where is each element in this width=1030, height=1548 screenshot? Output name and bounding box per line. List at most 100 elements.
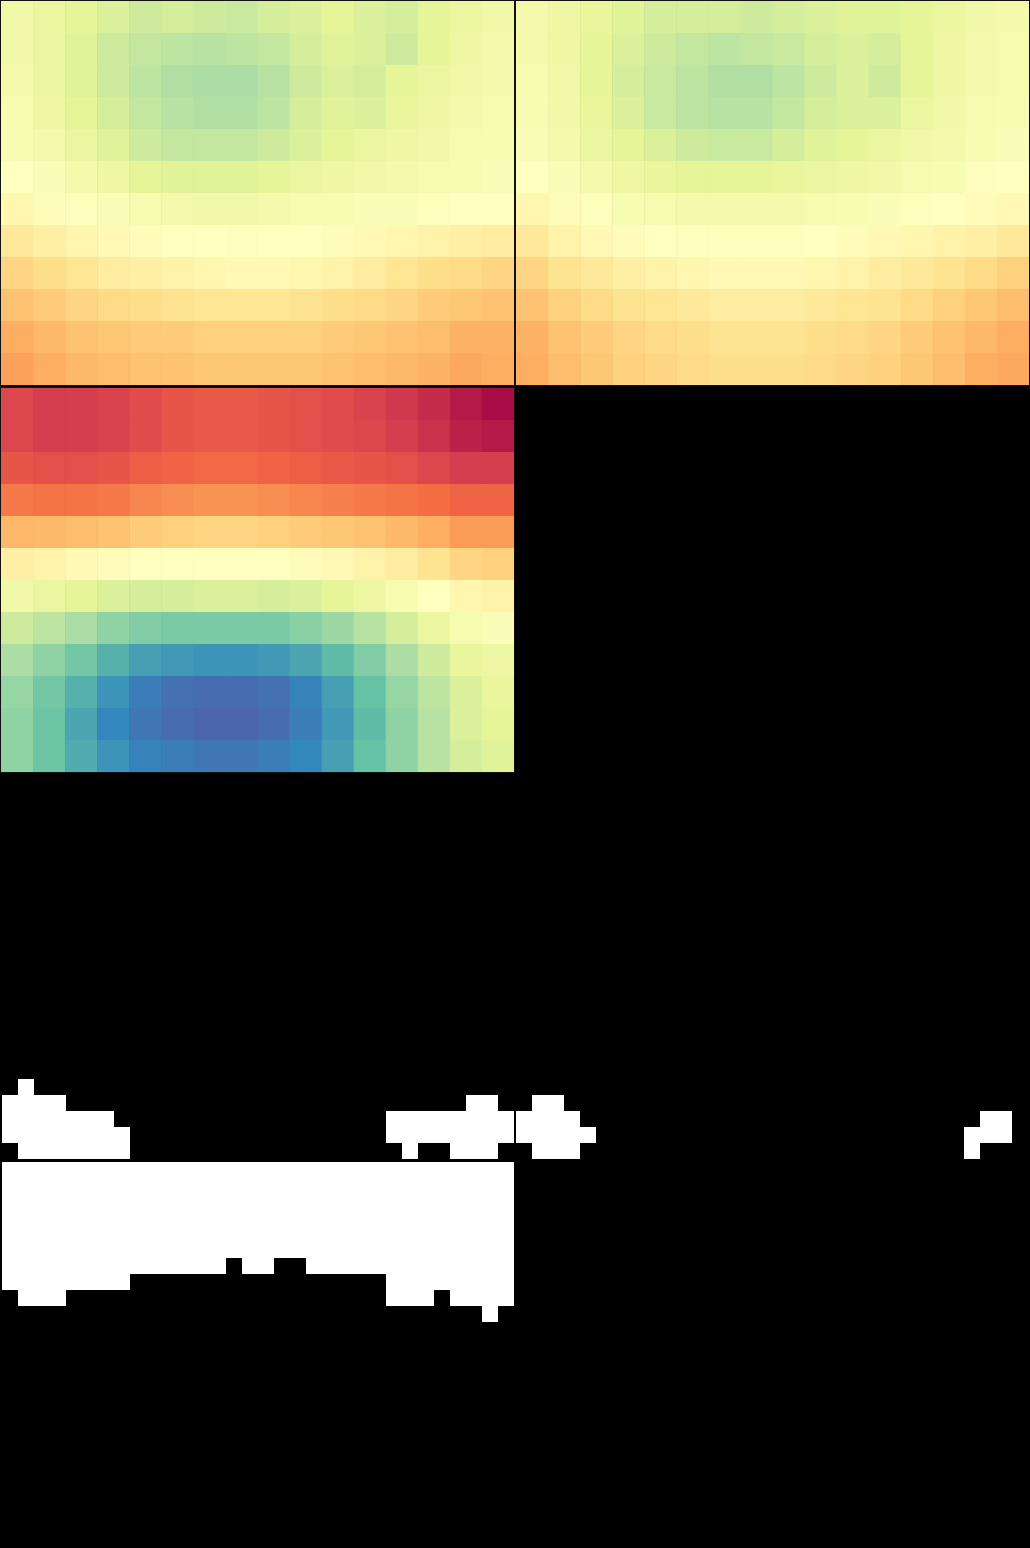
heatmap-cell [193,33,226,66]
heatmap-cell [933,257,966,290]
heatmap-cell [548,129,581,162]
mask-run [2,1127,130,1143]
heatmap-cell [97,33,130,66]
heatmap-cell [418,676,451,709]
heatmap-cell [386,452,419,485]
heatmap-cell [33,193,66,226]
heatmap-cell [1,516,34,549]
heatmap-cell [418,484,451,517]
heatmap-cell [258,353,291,386]
heatmap-cell [129,548,162,581]
heatmap-cell [258,161,291,194]
heatmap-cell [129,516,162,549]
heatmap-cell [161,129,194,162]
mask-run [2,1258,226,1274]
heatmap-cell [161,420,194,453]
mask-run [18,1290,66,1306]
heatmap-cell [482,420,515,453]
heatmap-cell [901,321,934,354]
heatmap-cell [933,225,966,258]
heatmap-cell [258,257,291,290]
heatmap-cell [258,676,291,709]
heatmap-cell [33,548,66,581]
heatmap-cell [129,289,162,322]
mask-run [532,1143,580,1159]
heatmap-cell [901,161,934,194]
heatmap-cell [482,33,515,66]
heatmap-cell [386,516,419,549]
heatmap-cell [580,65,613,98]
heatmap-cell [965,353,998,386]
heatmap-cell [322,97,355,130]
heatmap-cell [869,289,902,322]
heatmap-cell [354,33,387,66]
heatmap-cell [1,33,34,66]
heatmap-cell [516,225,549,258]
heatmap-cell [161,257,194,290]
heatmap-cell [548,321,581,354]
heatmap-cell [322,129,355,162]
heatmap-cell [708,129,741,162]
heatmap-cell [901,289,934,322]
heatmap-cell [322,33,355,66]
heatmap-cell [418,225,451,258]
heatmap-cell [482,676,515,709]
heatmap-cell [290,612,323,645]
figure [0,0,1030,1548]
heatmap-cell [450,161,483,194]
heatmap-cell [258,33,291,66]
heatmap-cell [1,388,34,421]
heatmap-cell [740,257,773,290]
heatmap-cell [290,321,323,354]
mask-run [386,1111,514,1127]
heatmap-cell [805,225,838,258]
heatmap-cell [322,740,355,773]
mask-run [2,1210,514,1226]
heatmap-cell [258,65,291,98]
heatmap-cell [965,257,998,290]
heatmap-cell [837,289,870,322]
heatmap-cell [193,1,226,34]
heatmap-cell [193,353,226,386]
heatmap-cell [97,225,130,258]
heatmap-cell [97,193,130,226]
heatmap-cell [773,257,806,290]
heatmap-cell [708,1,741,34]
heatmap-cell [33,1,66,34]
heatmap-cell [450,225,483,258]
heatmap-cell [516,33,549,66]
mask [516,1095,1012,1159]
heatmap-cell [482,708,515,741]
heatmap-cell [418,33,451,66]
heatmap-cell [740,33,773,66]
heatmap-cell [997,129,1030,162]
heatmap-cell [354,644,387,677]
heatmap-cell [450,484,483,517]
heatmap-cell [161,65,194,98]
heatmap-cell [290,388,323,421]
heatmap-cell [1,193,34,226]
heatmap-cell [418,644,451,677]
heatmap-cell [161,33,194,66]
heatmap-cell [450,388,483,421]
heatmap-cell [354,1,387,34]
heatmap-cell [548,353,581,386]
heatmap-cell [516,161,549,194]
heatmap-cell [290,289,323,322]
heatmap-cell [97,676,130,709]
heatmap-cell [1,353,34,386]
heatmap-cell [65,193,98,226]
mask-run [466,1095,498,1111]
heatmap-cell [548,289,581,322]
heatmap-cell [225,289,258,322]
mask-run [450,1143,498,1159]
heatmap-cell [580,33,613,66]
heatmap-cell [837,161,870,194]
heatmap-cell [258,193,291,226]
heatmap-cell [869,129,902,162]
heatmap-cell [450,548,483,581]
heatmap-cell [225,257,258,290]
heatmap-cell [676,321,709,354]
heatmap-cell [65,708,98,741]
heatmap-cell [386,708,419,741]
